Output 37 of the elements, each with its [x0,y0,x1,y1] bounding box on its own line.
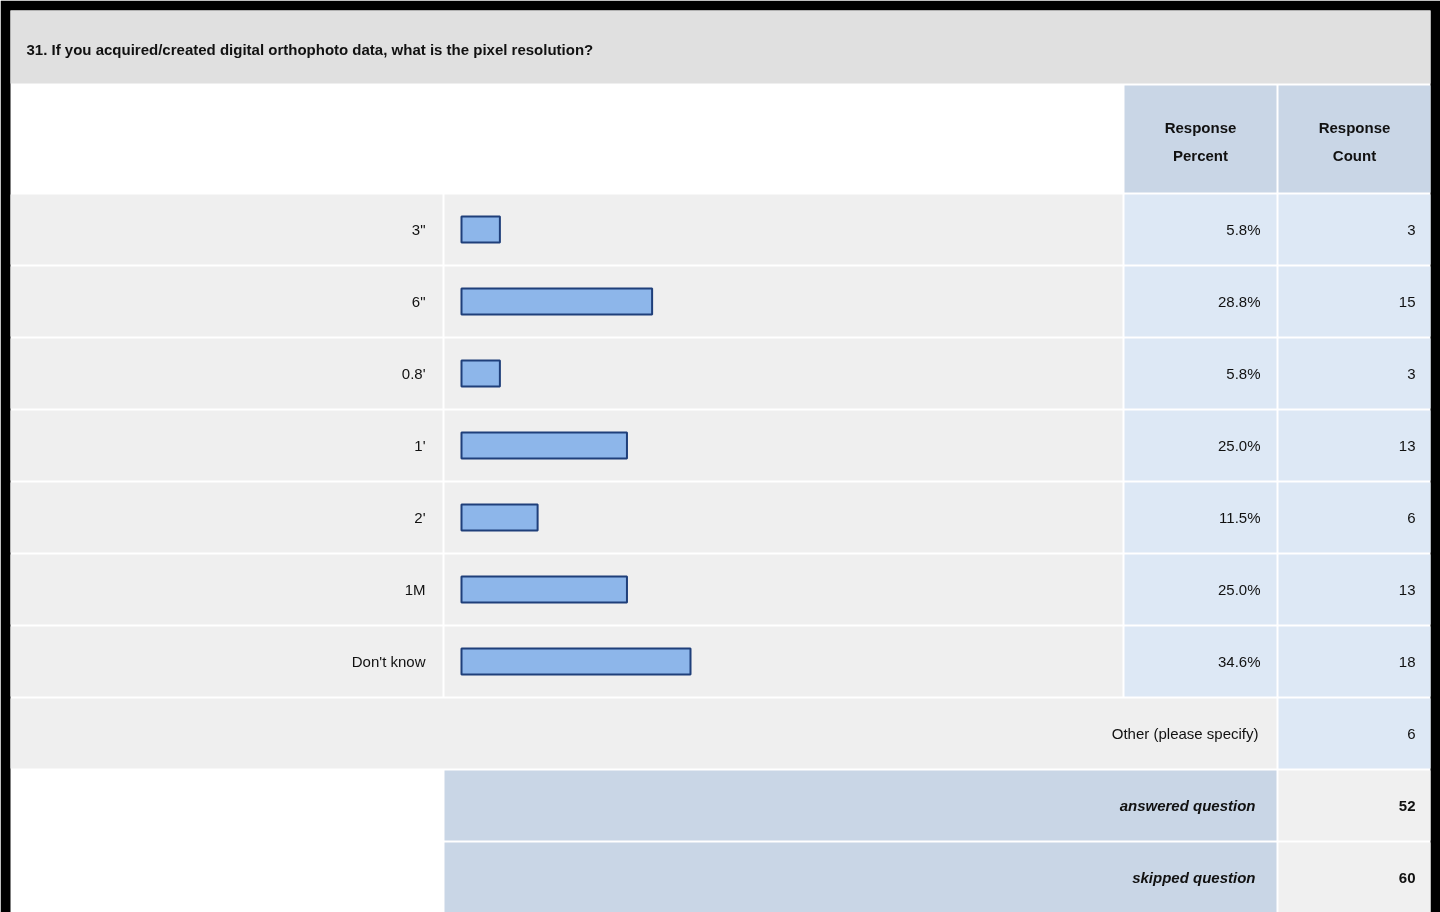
text: 13 [1398,580,1416,598]
data-label: 28.8% [1217,293,1261,310]
y-tick-label: 1M [404,581,426,598]
y-tick-label: 6" [411,293,426,310]
data-label: 5.8% [1226,221,1261,238]
bar [460,359,501,388]
text: answered question [1119,797,1256,814]
bar [460,431,628,460]
text: skipped question [1132,869,1256,886]
text: 60 [1398,868,1416,886]
bar [460,503,539,532]
data-label: 34.6% [1217,653,1261,670]
text: 6 [1407,724,1416,742]
bar [460,575,628,604]
text: 18 [1398,652,1416,670]
data-label: 25.0% [1217,581,1261,598]
text: Response Count [1318,119,1391,164]
y-tick-label: 3" [411,221,426,238]
y-tick-label: Don't know [351,653,426,670]
y-tick-label: 2' [414,509,426,526]
text: Response Percent [1164,119,1237,164]
text: 3 [1407,364,1416,382]
y-tick-label: 1' [414,437,426,454]
text: 15 [1398,292,1416,310]
bar [460,287,654,316]
text: 3 [1407,220,1416,238]
text: 6 [1407,508,1416,526]
bar [460,215,501,244]
text: Other (please specify) [1111,725,1259,742]
text: 52 [1398,796,1416,814]
bar [460,647,692,676]
data-label: 5.8% [1226,365,1261,382]
data-label: 11.5% [1219,509,1261,526]
text: 31. If you acquired/created digital orthophoto data, what is the pixel resolution? [26,41,594,58]
data-label: 25.0% [1217,437,1261,454]
y-tick-label: 0.8' [401,365,426,382]
text: 13 [1398,436,1416,454]
